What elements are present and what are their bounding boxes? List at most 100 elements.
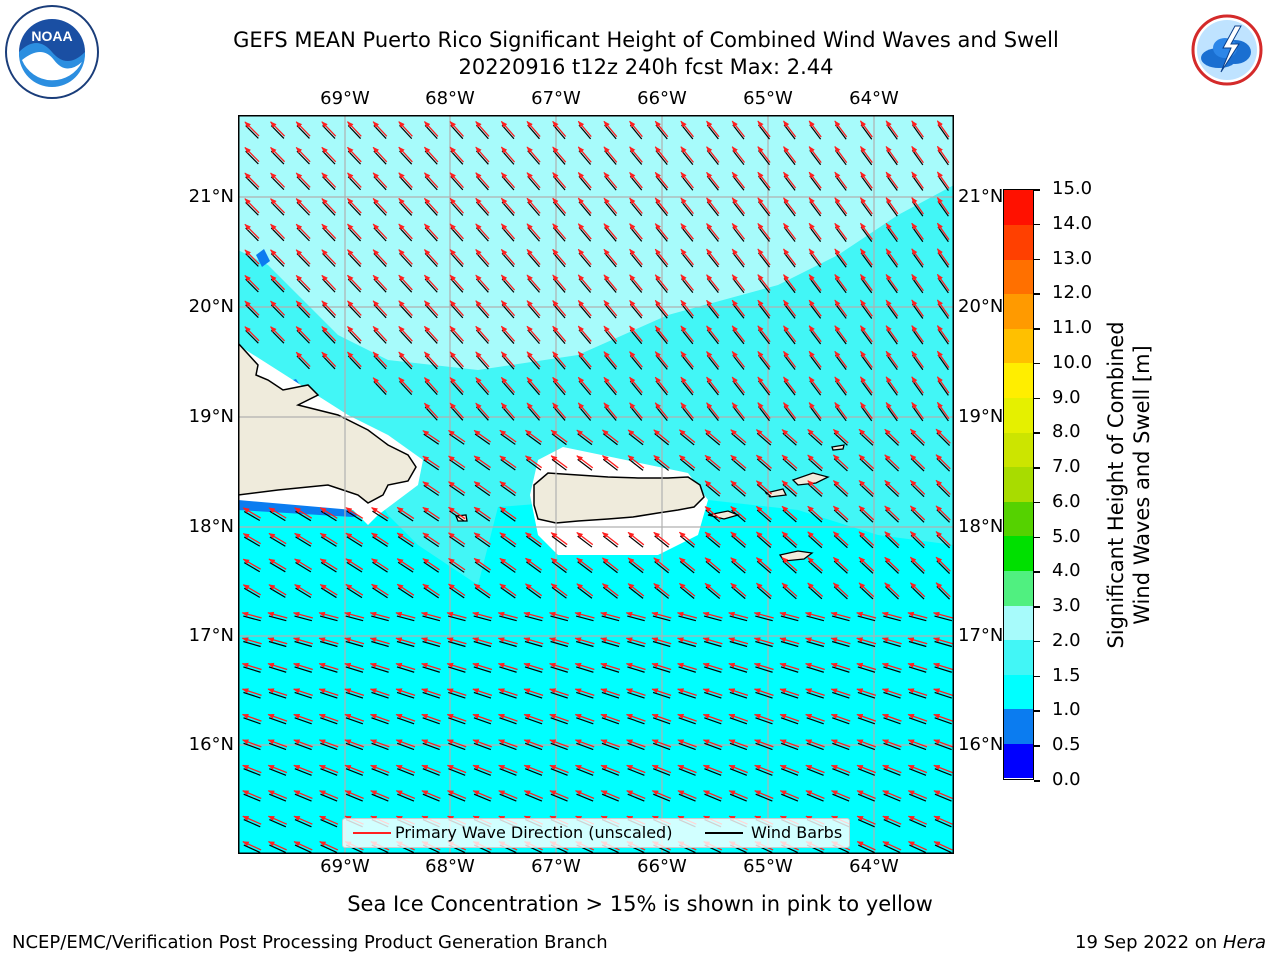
wave-direction-arrow	[653, 557, 670, 571]
wave-direction-arrow	[832, 582, 849, 598]
wave-direction-arrow	[885, 273, 899, 292]
wave-direction-arrow	[321, 121, 337, 137]
wave-direction-arrow	[369, 662, 390, 671]
wave-direction-arrow	[885, 248, 899, 266]
wave-direction-arrow	[781, 531, 798, 546]
wave-direction-arrow	[625, 662, 646, 671]
wave-direction-arrow	[295, 121, 311, 137]
colorbar-tick	[1034, 258, 1040, 261]
wave-direction-arrow	[909, 505, 926, 521]
wave-direction-arrow	[629, 402, 643, 419]
wave-direction-arrow	[884, 454, 900, 470]
colorbar-tick-label: 6.0	[1052, 490, 1081, 512]
wave-direction-arrow	[370, 739, 390, 748]
wave-direction-arrow	[244, 249, 260, 265]
wave-direction-arrow	[577, 146, 592, 163]
wave-direction-arrow	[574, 611, 595, 619]
colorbar-segment	[1004, 605, 1033, 641]
wave-direction-arrow	[472, 739, 493, 748]
wave-direction-arrow	[884, 505, 900, 521]
wave-direction-arrow	[677, 739, 697, 748]
wave-direction-arrow	[911, 145, 924, 164]
wave-direction-arrow	[706, 299, 720, 317]
colorbar-segment	[1004, 639, 1033, 675]
wave-direction-arrow	[907, 688, 928, 696]
wave-direction-arrow	[295, 172, 311, 188]
wave-direction-arrow	[369, 611, 390, 619]
wave-direction-arrow	[680, 248, 694, 266]
wave-direction-arrow	[295, 326, 311, 342]
colorbar-tick	[1034, 606, 1040, 608]
colorbar-segment	[1004, 293, 1033, 329]
wave-direction-arrow	[372, 249, 388, 265]
wave-direction-arrow	[909, 428, 926, 444]
wave-direction-arrow	[808, 146, 822, 163]
wave-direction-arrow	[270, 223, 286, 239]
wave-direction-arrow	[344, 713, 365, 722]
wave-direction-arrow	[885, 401, 899, 420]
wave-direction-arrow	[449, 300, 464, 317]
wave-direction-arrow	[318, 637, 339, 645]
wave-direction-arrow	[549, 790, 569, 800]
wave-direction-arrow	[830, 739, 851, 748]
wave-direction-arrow	[475, 146, 490, 163]
wave-direction-arrow	[935, 582, 951, 598]
wave-direction-arrow	[808, 299, 822, 317]
wave-direction-arrow	[830, 713, 851, 722]
wave-direction-arrow	[885, 120, 899, 138]
wave-direction-arrow	[577, 274, 592, 291]
wave-direction-arrow	[395, 611, 416, 619]
wave-direction-arrow	[731, 223, 746, 240]
wave-direction-arrow	[267, 688, 288, 696]
wave-direction-arrow	[423, 351, 439, 368]
wave-direction-arrow	[475, 197, 490, 214]
wave-direction-arrow	[728, 637, 749, 645]
wave-direction-arrow	[294, 558, 313, 570]
wave-direction-arrow	[807, 480, 824, 495]
wave-direction-arrow	[909, 479, 926, 495]
wind-barb	[447, 615, 466, 622]
wave-direction-arrow	[600, 790, 620, 800]
wind-barb	[575, 615, 594, 622]
wave-direction-arrow	[678, 454, 696, 469]
wave-direction-arrow	[396, 583, 415, 596]
wave-direction-arrow	[654, 146, 669, 163]
lon-label-top-69w: 69°W	[320, 88, 370, 109]
wave-direction-arrow	[808, 402, 822, 419]
wave-direction-arrow	[653, 455, 670, 469]
colorbar-segment	[1004, 535, 1033, 571]
lon-label-bottom-67w: 67°W	[531, 856, 581, 877]
wave-direction-arrow	[830, 688, 851, 696]
wave-direction-arrow	[933, 662, 953, 671]
wave-direction-arrow	[347, 121, 362, 137]
colorbar-tick-label: 12.0	[1052, 282, 1093, 304]
wave-direction-arrow	[676, 611, 698, 619]
wave-direction-arrow	[884, 531, 900, 546]
wave-direction-arrow	[808, 248, 822, 266]
wave-direction-arrow	[526, 325, 541, 342]
wave-direction-arrow	[858, 454, 875, 470]
wave-direction-arrow	[653, 583, 670, 597]
wave-direction-arrow	[603, 376, 618, 394]
wave-direction-arrow	[448, 455, 466, 469]
wave-direction-arrow	[755, 480, 772, 495]
wave-direction-arrow	[885, 299, 899, 317]
wave-direction-arrow	[574, 688, 595, 696]
wave-direction-arrow	[244, 223, 260, 239]
wave-direction-arrow	[603, 172, 618, 189]
wave-direction-arrow	[882, 764, 902, 774]
wave-direction-arrow	[499, 455, 517, 469]
wave-direction-arrow	[753, 662, 774, 671]
wave-direction-arrow	[577, 300, 592, 317]
wave-direction-arrow	[472, 764, 492, 774]
wave-direction-arrow	[500, 351, 516, 368]
colorbar-segment	[1004, 224, 1033, 260]
wave-direction-arrow	[805, 790, 825, 800]
wave-direction-arrow	[293, 713, 313, 722]
wave-direction-arrow	[576, 532, 594, 546]
wave-direction-arrow	[858, 428, 875, 444]
wave-direction-arrow	[731, 299, 746, 317]
wave-direction-arrow	[702, 790, 723, 800]
wave-direction-arrow	[347, 300, 362, 316]
wave-direction-arrow	[783, 248, 797, 266]
